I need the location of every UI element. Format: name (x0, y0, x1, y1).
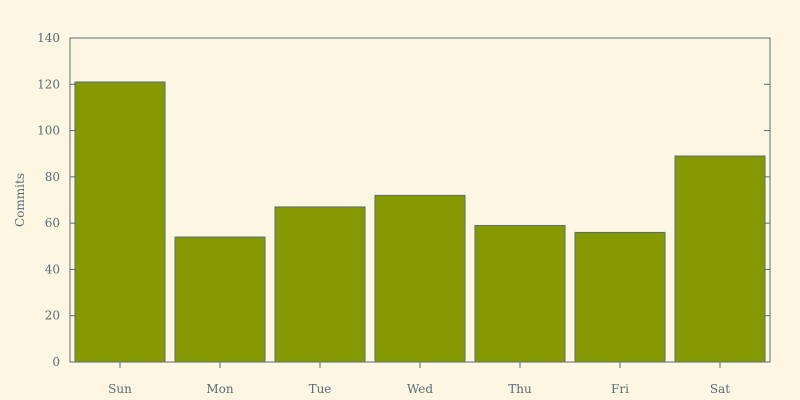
y-tick-label: 120 (37, 77, 60, 91)
y-tick-label: 100 (37, 124, 60, 138)
bar-fri (574, 231, 666, 363)
bars-group (74, 81, 766, 363)
x-tick-label: Wed (407, 382, 433, 396)
x-tick-label: Mon (206, 382, 234, 396)
x-tick-label: Fri (611, 382, 629, 396)
x-axis: Sun Mon Tue Wed Thu Fri Sat (108, 362, 730, 396)
y-tick-label: 60 (45, 216, 60, 230)
y-tick-label: 20 (45, 309, 60, 323)
bar-sun (74, 81, 166, 363)
x-tick-label: Sat (710, 382, 730, 396)
y-axis: 0 20 40 60 80 100 120 140 (37, 31, 770, 369)
y-tick-label: 40 (45, 262, 60, 276)
x-tick-label: Tue (309, 382, 332, 396)
bar-thu (474, 224, 566, 363)
x-tick-label: Sun (108, 382, 132, 396)
x-tick-label: Thu (508, 382, 532, 396)
bar-wed (374, 194, 466, 363)
bar-tue (274, 206, 366, 363)
bar-sat (674, 155, 766, 363)
y-tick-label: 140 (37, 31, 60, 45)
y-axis-title: Commits (13, 173, 27, 227)
bar-mon (174, 236, 266, 363)
y-tick-label: 80 (45, 170, 60, 184)
y-tick-label: 0 (52, 355, 60, 369)
